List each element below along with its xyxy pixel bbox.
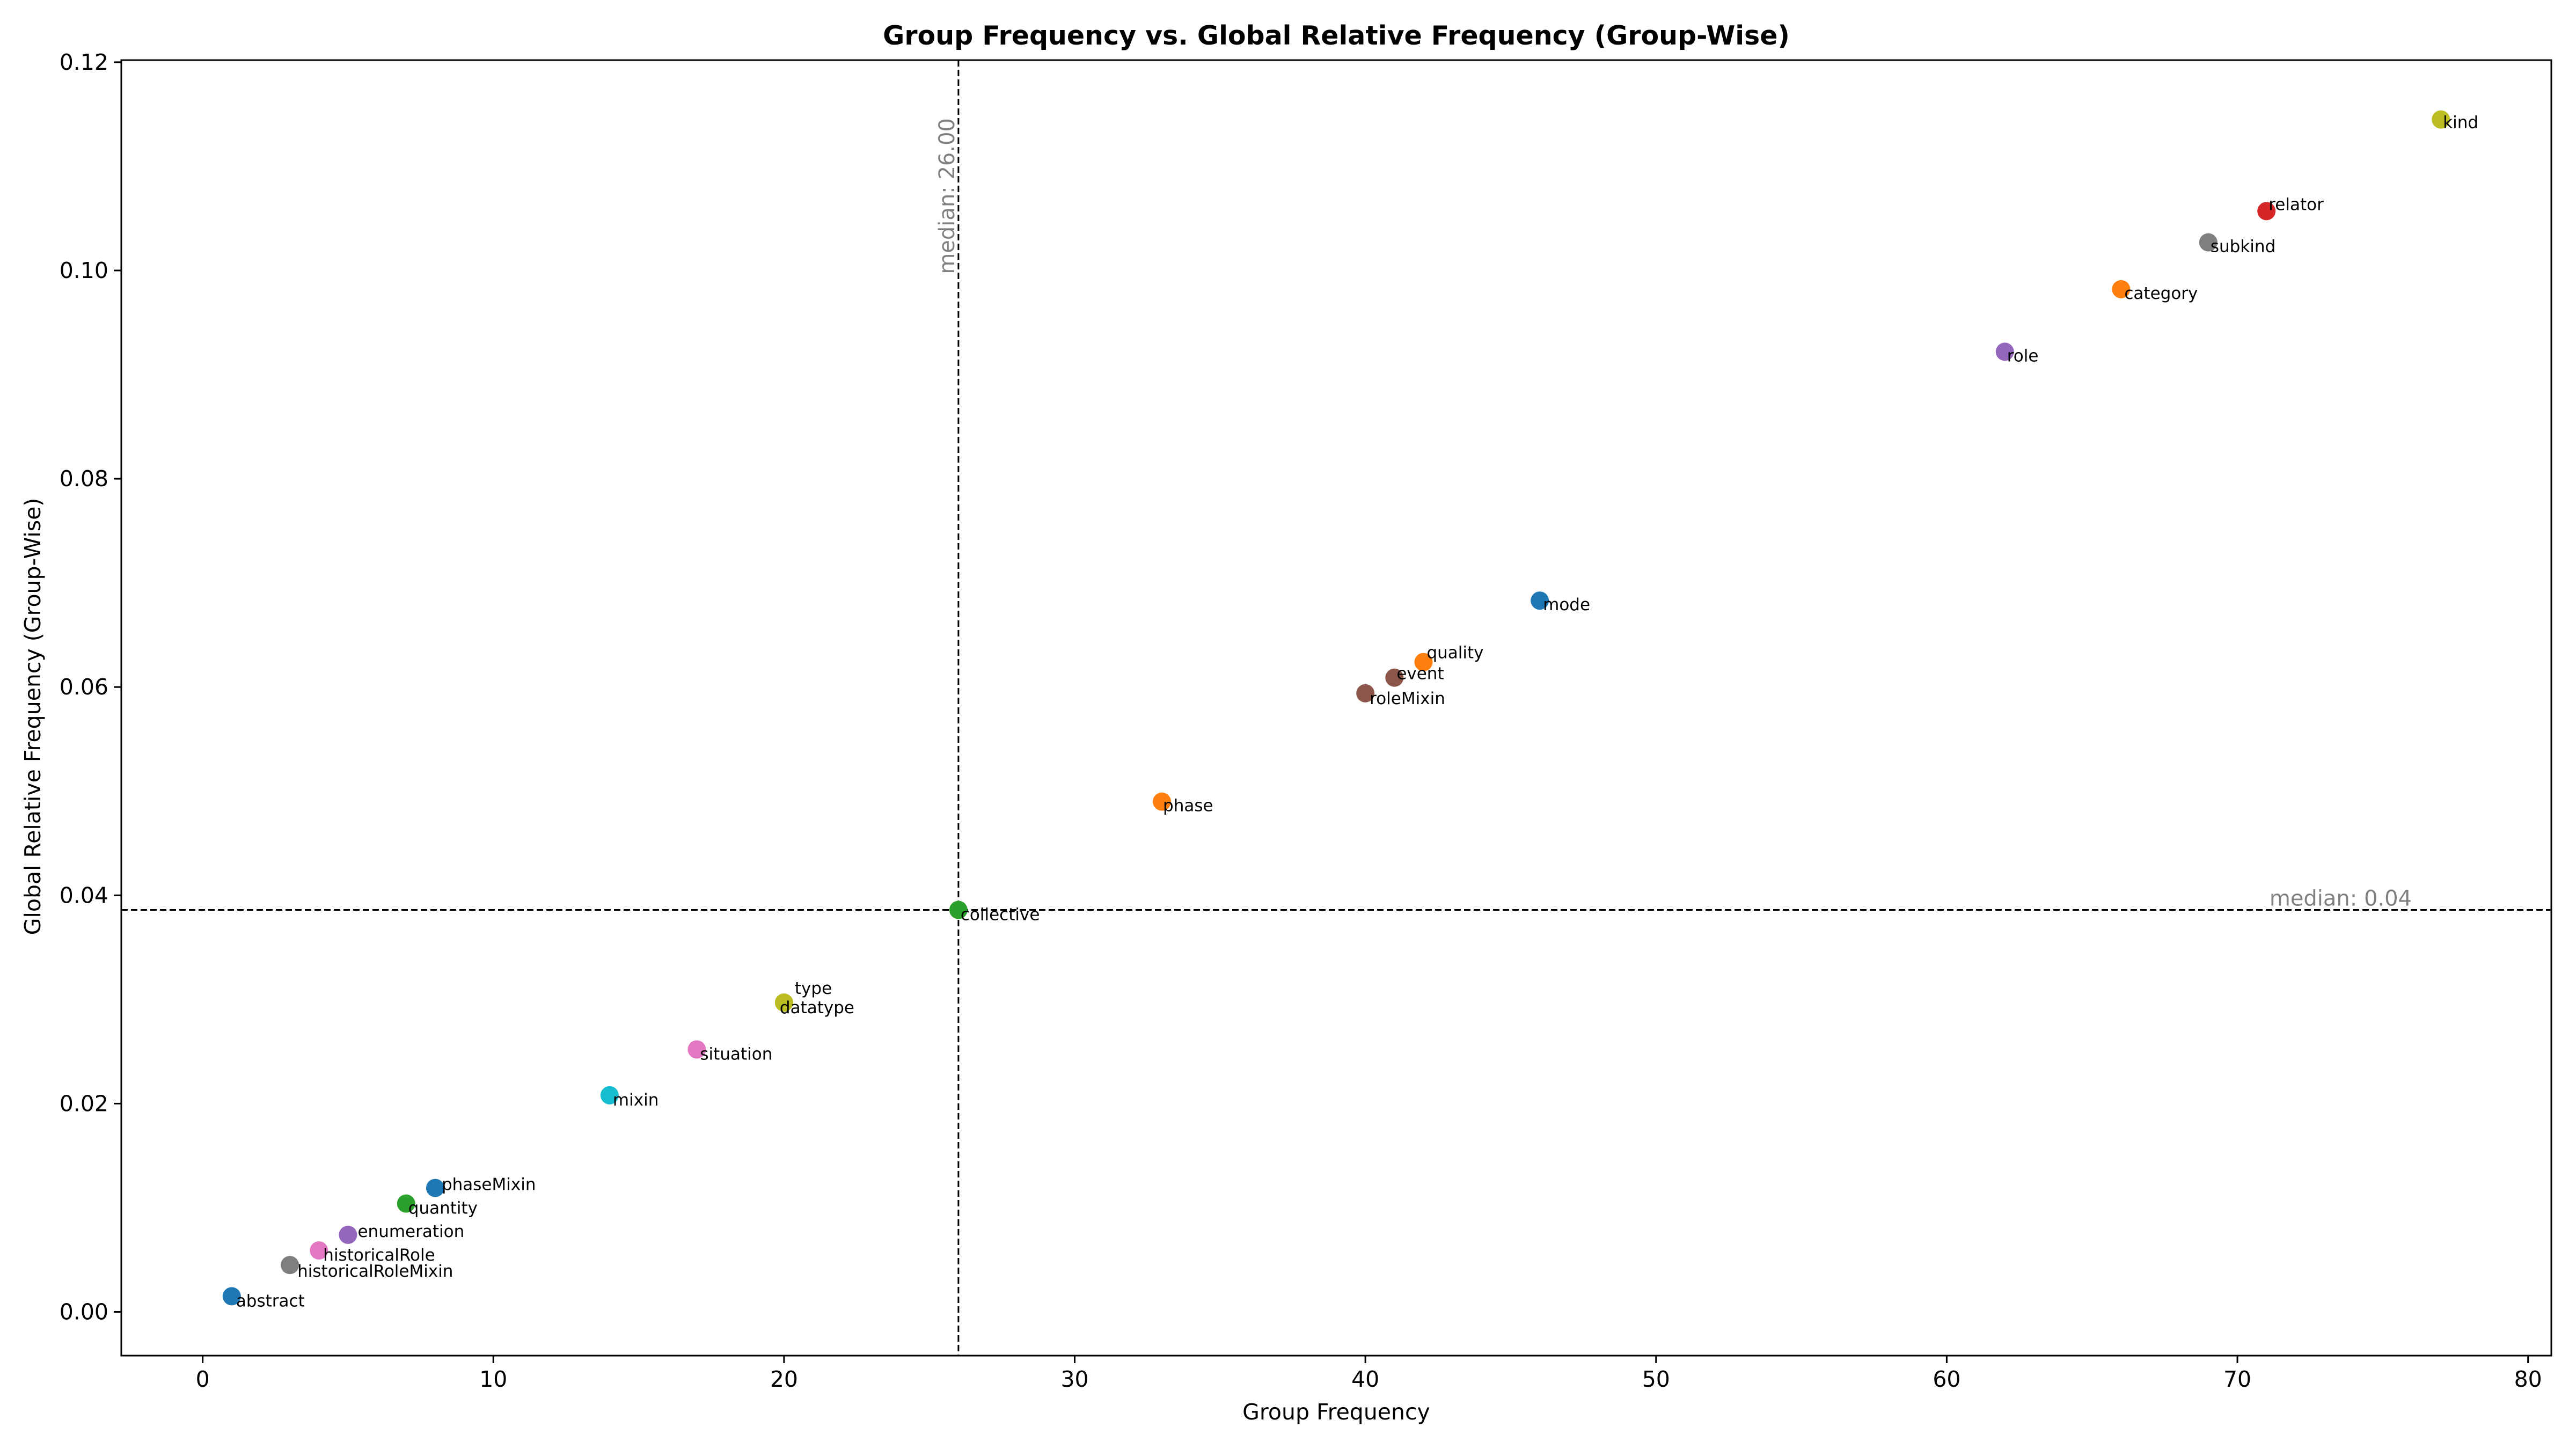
y-tick-label: 0.00 [60,1299,108,1324]
y-tick-label: 0.04 [60,882,108,908]
data-point [1414,653,1433,671]
plot-frame [120,59,2552,1357]
median-y-label: median: 0.04 [2270,886,2412,911]
data-point [1385,668,1404,687]
data-point [339,1225,357,1244]
data-point-label: abstract [236,1291,305,1311]
median-x-label: median: 26.00 [935,118,960,274]
data-point [2257,202,2276,221]
x-tick-label: 30 [1060,1366,1088,1392]
data-point-label: historicalRole [323,1246,435,1265]
x-axis-ticks: 0 10 20 30 40 50 60 70 80 [196,1356,2542,1392]
y-tick-label: 0.10 [60,258,108,283]
data-labels: kind relator subkind category role mode qualit… [236,113,2478,1311]
data-point [687,1040,706,1059]
data-point-label: roleMixin [1370,689,1445,708]
data-point-label: subkind [2211,237,2275,257]
data-point-label: type [795,979,832,998]
x-tick-label: 0 [196,1366,210,1392]
data-point-label: role [2007,346,2039,365]
data-point-label: kind [2443,113,2478,133]
median-lines: median: 26.00 median: 0.04 [121,60,2551,1356]
chart-title: Group Frequency vs. Global Relative Freq… [883,20,1790,51]
data-point-label: mode [1543,595,1590,614]
x-tick-label: 80 [2514,1366,2542,1392]
data-point-label: quantity [408,1199,478,1218]
data-point-label: mixin [613,1091,658,1110]
x-tick-label: 70 [2223,1366,2251,1392]
data-point [310,1241,328,1260]
data-point [2432,110,2450,129]
data-point [600,1086,619,1104]
x-tick-label: 60 [1933,1366,1960,1392]
data-point-label: quality [1426,643,1483,663]
data-point [2112,280,2131,298]
data-point-label: category [2124,284,2198,303]
data-point [1356,684,1375,702]
y-tick-label: 0.12 [60,49,108,75]
y-axis-label: Global Relative Frequency (Group-Wise) [20,498,46,935]
data-point-label: historicalRoleMixin [297,1262,453,1281]
data-point [426,1179,444,1197]
data-point [2199,233,2218,252]
data-point-label: phaseMixin [442,1175,536,1195]
y-tick-label: 0.08 [60,466,108,492]
data-point [222,1287,241,1306]
data-point-label: enumeration [357,1222,464,1241]
data-point-label: phase [1163,796,1213,816]
x-tick-label: 10 [479,1366,507,1392]
x-tick-label: 50 [1642,1366,1670,1392]
data-point [949,901,968,919]
y-axis-ticks: 0.00 0.02 0.04 0.06 0.08 0.10 0.12 [60,49,121,1324]
x-axis-label: Group Frequency [1242,1399,1430,1425]
x-tick-label: 40 [1351,1366,1379,1392]
data-point-label: situation [700,1044,772,1064]
data-point-label: collective [961,905,1040,924]
data-point-label: datatype [780,998,854,1018]
data-point [774,993,793,1012]
data-points [222,110,2450,1306]
data-point [281,1256,299,1275]
x-tick-label: 20 [770,1366,798,1392]
data-point-label: event [1396,664,1444,684]
y-tick-label: 0.06 [60,674,108,700]
data-point [1531,591,1549,610]
data-point [1995,342,2014,361]
data-point-label: relator [2268,195,2324,214]
data-point [1153,792,1172,811]
data-point [397,1194,415,1213]
y-tick-label: 0.02 [60,1091,108,1116]
